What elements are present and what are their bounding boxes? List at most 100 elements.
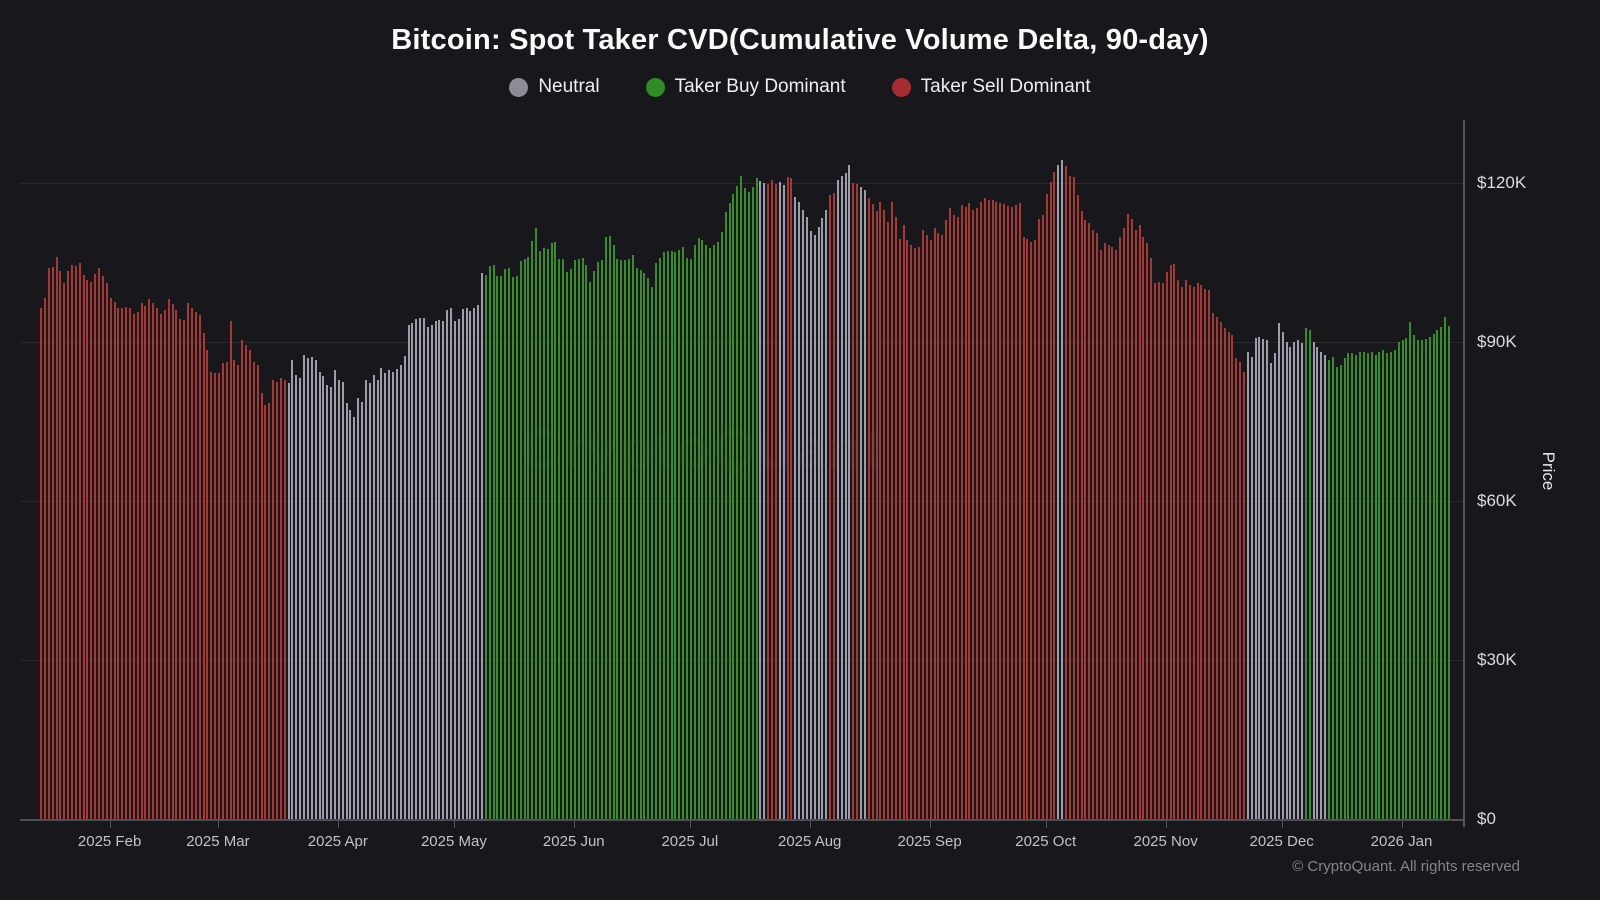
price-bar: [1215, 316, 1218, 819]
price-bar: [1076, 195, 1079, 819]
price-bar: [326, 384, 329, 819]
price-bar: [1192, 286, 1195, 819]
price-bar: [686, 257, 688, 819]
price-bar: [237, 364, 240, 819]
price-bar: [438, 319, 441, 819]
price-bar: [790, 178, 793, 819]
price-bar: [1316, 346, 1319, 819]
price-bar: [817, 226, 820, 819]
price-bar: [1096, 233, 1098, 819]
price-bar: [1320, 351, 1323, 819]
price-bar: [519, 261, 522, 819]
price-bar: [1065, 166, 1067, 819]
price-bar: [627, 259, 630, 819]
price-bar: [585, 265, 588, 819]
chart-title: Bitcoin: Spot Taker CVD(Cumulative Volum…: [391, 24, 1209, 56]
legend-item-taker-buy-dominant[interactable]: Taker Buy Dominant: [645, 76, 846, 98]
price-bar: [1130, 218, 1133, 819]
price-bar: [678, 249, 681, 819]
price-bar: [426, 326, 429, 819]
price-bar: [1401, 339, 1404, 819]
price-bar: [987, 200, 990, 819]
price-bar: [848, 165, 851, 819]
price-bar: [639, 269, 642, 819]
price-bar: [63, 283, 66, 819]
price-bar: [140, 303, 143, 819]
price-bar: [624, 260, 627, 819]
x-tick: [809, 821, 811, 828]
price-bar: [1018, 203, 1021, 819]
price-bar: [422, 318, 425, 819]
price-bar: [70, 265, 73, 819]
price-bar: [380, 368, 383, 819]
price-bar: [1436, 330, 1439, 819]
price-bar: [674, 251, 677, 819]
price-bar: [364, 380, 367, 819]
price-bar: [542, 247, 545, 819]
price-bar: [341, 382, 344, 819]
price-bar: [159, 313, 162, 819]
price-bar: [484, 274, 487, 819]
price-bar: [620, 259, 623, 819]
price-bar: [1107, 245, 1110, 819]
legend-item-taker-sell-dominant[interactable]: Taker Sell Dominant: [891, 76, 1091, 98]
price-bar: [190, 308, 193, 819]
price-bar: [82, 275, 85, 819]
y-axis-title: Price: [1539, 451, 1558, 491]
price-bar: [744, 188, 746, 819]
price-bar: [279, 377, 282, 819]
price-bar: [732, 193, 735, 819]
x-tick-label: 2025 Dec: [1249, 833, 1314, 850]
price-bar: [1084, 220, 1087, 819]
price-bar: [1212, 313, 1214, 819]
price-bar: [1370, 351, 1373, 819]
copyright-notice: © CryptoQuant. All rights reserved: [1292, 858, 1520, 875]
price-bar: [388, 370, 391, 819]
price-bar: [1351, 352, 1354, 819]
price-bar: [968, 203, 971, 819]
price-bar: [90, 282, 93, 819]
price-bar: [1389, 351, 1392, 819]
legend-item-neutral[interactable]: Neutral: [509, 76, 600, 98]
price-bar: [1045, 193, 1048, 819]
price-bar: [682, 246, 685, 819]
price-bar: [183, 319, 186, 819]
price-bar: [1049, 181, 1052, 819]
price-bar: [1405, 338, 1408, 819]
price-bar: [272, 379, 275, 819]
x-tick-label: 2025 Jun: [542, 833, 605, 850]
price-bar: [1196, 283, 1199, 819]
price-bar: [894, 216, 897, 819]
price-bar: [798, 202, 801, 819]
price-bar: [372, 374, 375, 819]
price-bar: [399, 365, 402, 819]
price-bar: [631, 255, 634, 819]
price-bar: [1177, 280, 1180, 819]
price-bar: [937, 233, 940, 819]
price-bar: [109, 298, 112, 819]
price-bar: [357, 398, 360, 819]
price-bar: [1277, 323, 1280, 819]
price-bar: [593, 270, 596, 819]
x-tick-label: 2025 Oct: [1015, 833, 1077, 850]
price-bar: [94, 273, 97, 819]
price-bar: [129, 308, 131, 819]
price-bar: [1258, 336, 1261, 819]
price-bar: [477, 304, 480, 819]
price-bar: [728, 203, 731, 819]
price-bar: [1022, 236, 1025, 819]
price-bar: [860, 187, 862, 819]
price-bar: [1057, 165, 1060, 819]
price-bar: [1242, 371, 1245, 819]
price-bar: [1037, 218, 1040, 819]
price-bar: [469, 311, 472, 819]
price-bar: [241, 339, 244, 819]
price-bar: [1169, 265, 1172, 819]
price-bar: [43, 298, 46, 819]
price-bar: [1355, 355, 1358, 820]
price-bar: [844, 172, 847, 819]
price-bar: [1273, 353, 1276, 819]
price-bar: [167, 299, 170, 819]
price-bar: [1080, 211, 1083, 819]
